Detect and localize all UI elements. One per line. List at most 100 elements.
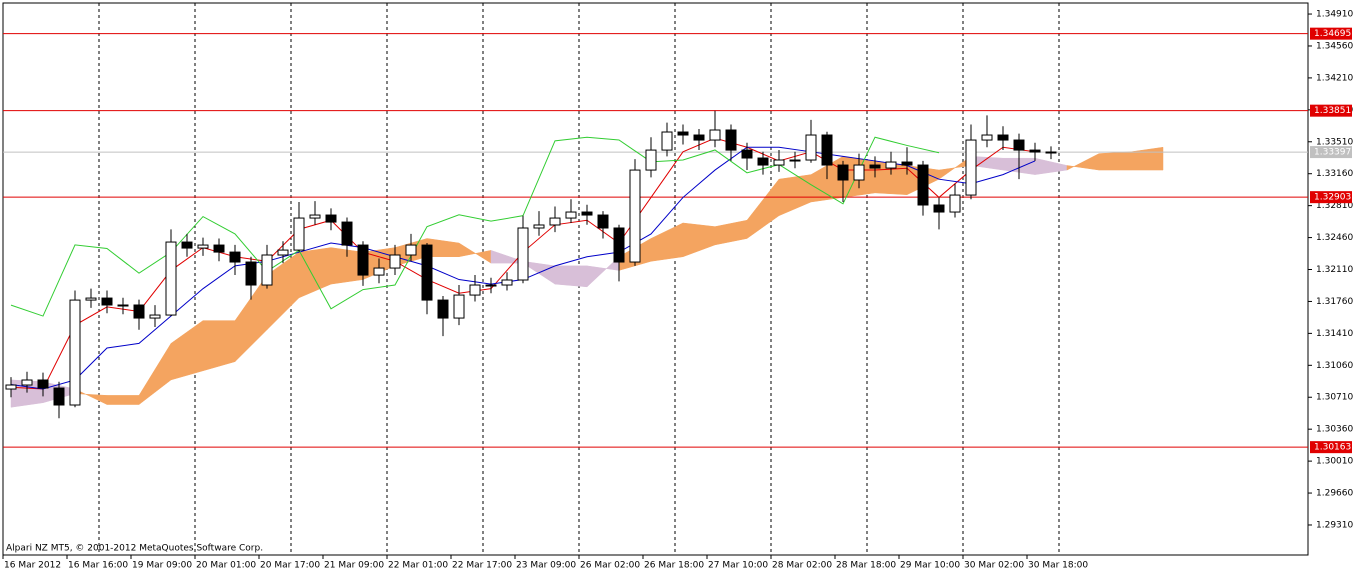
candle-body [533,224,545,229]
candle-body [501,279,513,286]
candle-body [101,297,113,306]
x-tick-label: 26 Mar 18:00 [644,561,704,571]
candle-body [5,384,17,390]
candle-body [469,284,481,296]
candle-body [997,134,1009,141]
cloud-segment [106,395,140,405]
level-label: 1.32903 [1314,193,1351,203]
candle-body [165,241,177,316]
candle-body [277,249,289,256]
candle-body [149,314,161,319]
y-tick-label: 1.33160 [1316,169,1353,179]
candle-body [341,221,353,246]
y-tick-label: 1.31410 [1316,329,1353,339]
candle-body [613,227,625,263]
candle-body [373,267,385,276]
level-label-box [1310,27,1352,40]
candle-body [773,159,785,166]
candle-body [437,299,449,319]
candle-body [85,297,97,301]
candle-body [485,284,497,287]
y-tick-label: 1.30360 [1316,425,1353,435]
y-tick-label: 1.34560 [1316,41,1353,51]
candle-body [405,244,417,256]
candle-body [757,157,769,166]
level-label: 1.33851 [1314,106,1351,116]
candle-body [645,149,657,171]
candle-body [725,129,737,151]
candle-body [53,387,65,406]
candle-body [805,134,817,161]
y-tick-label: 1.29660 [1316,489,1353,499]
y-tick-label: 1.34910 [1316,10,1353,20]
price-label: 1.33397 [1314,148,1351,158]
candle-body [1045,151,1057,154]
candle-body [741,149,753,159]
candle-body [309,214,321,219]
candle-body [181,241,193,249]
candle-body [629,169,641,263]
x-tick-label: 28 Mar 18:00 [836,561,896,571]
y-tick-label: 1.32810 [1316,201,1353,211]
level-label: 1.30163 [1314,443,1351,453]
candle-body [293,217,305,251]
candle-body [581,211,593,216]
cloud-segment [202,320,236,372]
candle-body [213,244,225,253]
candle-body [933,204,945,213]
candle-body [21,379,33,386]
y-tick-label: 1.33510 [1316,137,1353,147]
cloud-segment [554,265,588,288]
x-tick-label: 22 Mar 01:00 [388,561,448,571]
candle-body [245,261,257,286]
candle-body [261,254,273,286]
candle-body [949,194,961,213]
candle-body [229,251,241,263]
plot-frame [2,2,1309,556]
cloud-segment [1098,151,1132,171]
x-tick-label: 16 Mar 16:00 [68,561,128,571]
level-label-box [1310,104,1352,117]
cloud-segment [1130,146,1164,171]
x-tick-label: 20 Mar 17:00 [260,561,320,571]
x-tick-label: 27 Mar 10:00 [708,561,768,571]
x-tick-label: 21 Mar 09:00 [324,561,384,571]
level-label: 1.34695 [1314,29,1351,39]
candle-body [709,129,721,141]
copyright: Alpari NZ MT5, © 2001-2012 MetaQuotes So… [6,544,263,554]
y-tick-label: 1.29310 [1316,520,1353,530]
candle-body [117,304,129,307]
candle-body [661,131,673,151]
candle-body [597,214,609,229]
y-tick-label: 1.31060 [1316,361,1353,371]
candle-body [901,161,913,166]
candle-body [917,164,929,206]
candle-body [981,134,993,141]
x-tick-label: 30 Mar 02:00 [964,561,1024,571]
level-label-box [1310,191,1352,204]
candle-body [821,134,833,166]
candle-body [389,254,401,269]
candle-body [885,161,897,169]
candle-body [565,211,577,219]
candle-body [421,244,433,301]
x-tick-label: 26 Mar 02:00 [580,561,640,571]
candle-body [693,134,705,141]
x-tick-label: 28 Mar 02:00 [772,561,832,571]
y-tick-label: 1.34210 [1316,73,1353,83]
candle-body [677,131,689,136]
candle-body [1029,149,1041,153]
candle-body [965,139,977,196]
x-tick-label: 29 Mar 10:00 [900,561,960,571]
x-tick-label: 16 Mar 2012 [4,561,61,571]
price-label-box [1310,146,1352,159]
candle-body [357,244,369,276]
y-tick-label: 1.32460 [1316,233,1353,243]
candle-body [549,217,561,226]
candle-body [869,164,881,169]
y-tick-label: 1.30010 [1316,457,1353,467]
candle-body [37,379,49,389]
y-tick-label: 1.31760 [1316,297,1353,307]
x-tick-label: 20 Mar 01:00 [196,561,256,571]
y-tick-label: 1.32110 [1316,265,1353,275]
